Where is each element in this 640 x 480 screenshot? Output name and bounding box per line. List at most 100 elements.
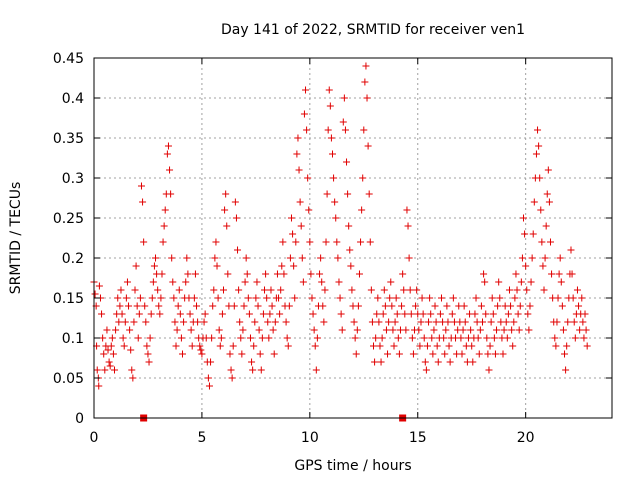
data-point [522,262,530,270]
data-point [129,374,137,382]
data-point [493,326,501,334]
data-point [226,350,234,358]
data-point [512,270,520,278]
data-point [341,126,349,134]
chart-title: Day 141 of 2022, SRMTID for receiver ven… [221,22,525,38]
data-point [541,254,549,262]
data-point [520,214,528,222]
data-point [479,318,486,326]
data-point [141,302,149,310]
data-point [121,318,129,326]
data-point [384,350,392,358]
data-point [251,318,259,326]
data-point [399,270,407,278]
data-point [487,318,495,326]
data-point [494,302,502,310]
data-point [481,278,489,286]
y-tick-label: 0.45 [53,51,84,67]
data-point [302,86,310,94]
data-point [544,166,552,174]
data-point [126,326,134,334]
data-point [255,326,263,334]
data-point [442,326,450,334]
data-point [197,346,205,354]
data-point [510,318,518,326]
data-point [331,198,339,206]
data-point [332,214,340,222]
plot-frame [93,57,613,419]
data-point [367,286,375,294]
data-point [391,318,399,326]
data-point [231,198,239,206]
data-point [431,302,439,310]
data-point [209,302,217,310]
data-point [540,286,548,294]
data-point [230,302,238,310]
data-point [280,270,288,278]
data-point [254,302,262,310]
data-point [516,302,524,310]
data-point [322,238,330,246]
data-point [483,334,491,342]
data-point [388,302,396,310]
data-point [234,246,242,254]
data-point [415,326,423,334]
data-point [485,366,493,374]
data-point [278,262,286,270]
data-point [292,238,300,246]
data-point [319,302,327,310]
data-point [362,62,370,70]
data-point [296,198,304,206]
data-point [371,358,379,366]
data-point [562,366,570,374]
data-point [253,278,261,286]
data-point [425,318,433,326]
data-point [508,326,516,334]
data-point [444,318,452,326]
data-point [381,302,389,310]
data-point [263,294,271,302]
data-point [517,278,525,286]
data-point [95,282,103,290]
data-point [392,294,400,302]
data-point [117,286,125,294]
data-point [502,318,510,326]
data-point [157,294,165,302]
data-point [148,294,156,302]
data-point [359,174,367,182]
data-point [107,342,115,350]
data-point [308,294,316,302]
data-point [173,326,181,334]
data-point [536,174,544,182]
data-point [299,278,307,286]
data-point [265,334,273,342]
data-point [582,326,590,334]
data-point [262,270,270,278]
data-point [235,286,243,294]
data-point [398,302,406,310]
data-point [542,222,550,230]
data-point [144,350,152,358]
y-tick-label: 0.1 [62,331,84,347]
y-tick-label: 0.35 [53,131,84,147]
data-point [291,294,299,302]
data-point [406,286,414,294]
data-point [229,342,237,350]
data-point [259,310,267,318]
data-point [526,302,534,310]
data-point [137,182,145,190]
x-tick-label: 20 [517,430,535,446]
data-point [352,350,360,358]
data-point [567,246,575,254]
data-point [276,310,284,318]
data-point [546,238,554,246]
data-point [556,254,564,262]
data-point [169,278,177,286]
data-point [559,326,567,334]
data-point [167,190,175,198]
data-point [527,278,535,286]
data-point [334,254,342,262]
data-point [200,318,208,326]
data-point [149,278,157,286]
data-point [458,350,466,358]
